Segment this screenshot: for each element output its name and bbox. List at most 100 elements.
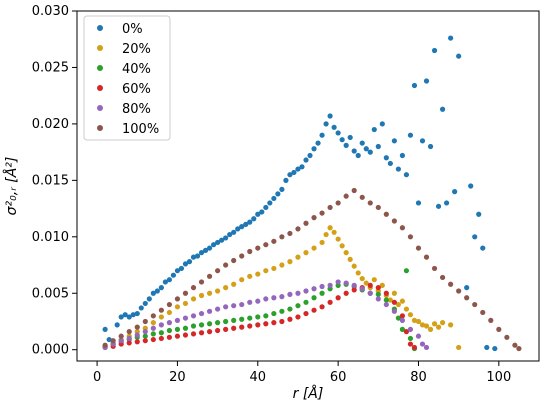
data-point [150,336,156,343]
data-point [263,268,269,274]
data-point [391,138,397,144]
data-point [110,338,116,344]
data-point [186,259,193,265]
data-point [166,334,172,340]
data-point [287,316,293,322]
data-point [411,317,418,323]
data-point [231,257,237,264]
data-point [375,285,381,291]
data-point [375,291,381,297]
data-point [279,262,285,268]
data-point [190,296,197,302]
data-point [271,295,277,301]
data-point [351,187,357,194]
data-point [435,324,442,330]
data-point [303,299,309,305]
data-point [488,317,494,323]
data-point [247,248,253,255]
data-point [182,290,189,296]
data-point [198,330,205,336]
data-point [243,221,249,227]
data-point [263,242,269,248]
data-point [206,329,213,335]
data-point [126,340,132,346]
data-point [335,279,341,285]
data-point [399,313,406,319]
data-point [399,225,406,231]
data-point [174,333,181,339]
data-point [327,225,333,231]
data-point [516,345,522,352]
data-point [383,297,389,303]
data-point [259,209,265,215]
data-point [134,310,140,317]
data-point [198,292,205,299]
data-point [231,281,237,287]
data-point [190,313,197,319]
x-tick-label: 80 [410,370,427,385]
data-point [444,200,450,206]
data-point [182,300,189,307]
data-point [239,324,245,330]
data-point [423,344,430,351]
data-point [439,320,446,326]
data-point [219,237,225,243]
data-point [343,290,349,296]
data-point [319,210,325,216]
data-point [247,299,253,305]
data-point [166,301,172,308]
data-point [263,296,269,302]
data-point [279,186,285,192]
data-point [287,230,293,237]
data-point [311,307,317,313]
data-point [399,152,406,159]
data-point [419,138,426,144]
data-point [327,299,333,305]
data-point [162,279,168,285]
data-point [166,277,172,283]
data-point [166,320,172,326]
data-point [347,256,353,262]
data-point [371,277,377,283]
data-point [371,126,377,133]
data-point [315,140,321,146]
data-point [407,335,414,342]
data-point [174,326,181,332]
plot-frame [76,10,540,362]
data-point [331,124,337,130]
data-point [142,300,148,307]
data-point [335,295,341,301]
data-point [158,335,164,342]
data-point [387,160,393,167]
data-point [415,200,422,206]
data-point [303,220,309,226]
y-tick-label: 0.010 [32,230,69,245]
data-point [391,218,397,224]
data-point [158,314,164,320]
data-point [247,219,253,225]
data-point [287,172,293,178]
data-point [359,194,365,200]
y-axis-ticks: 0.000 0.005 0.010 0.015 0.020 0.025 0.030 [32,4,77,358]
data-point [267,200,273,206]
data-point [210,242,217,248]
data-point [407,326,414,332]
data-point [319,283,325,290]
y-tick-label: 0.030 [32,4,69,19]
data-point [456,344,462,351]
data-point [279,234,285,240]
data-point [423,78,430,84]
data-point [323,121,329,127]
data-point [182,325,189,331]
data-point [231,325,237,331]
data-point [182,315,189,321]
data-point [295,166,301,172]
data-point [150,313,156,319]
data-point [512,342,518,348]
legend-marker [97,65,103,71]
series-2 [102,268,418,352]
legend-marker [97,125,103,131]
data-point [359,140,365,146]
data-point [423,254,430,260]
data-point [215,320,221,326]
